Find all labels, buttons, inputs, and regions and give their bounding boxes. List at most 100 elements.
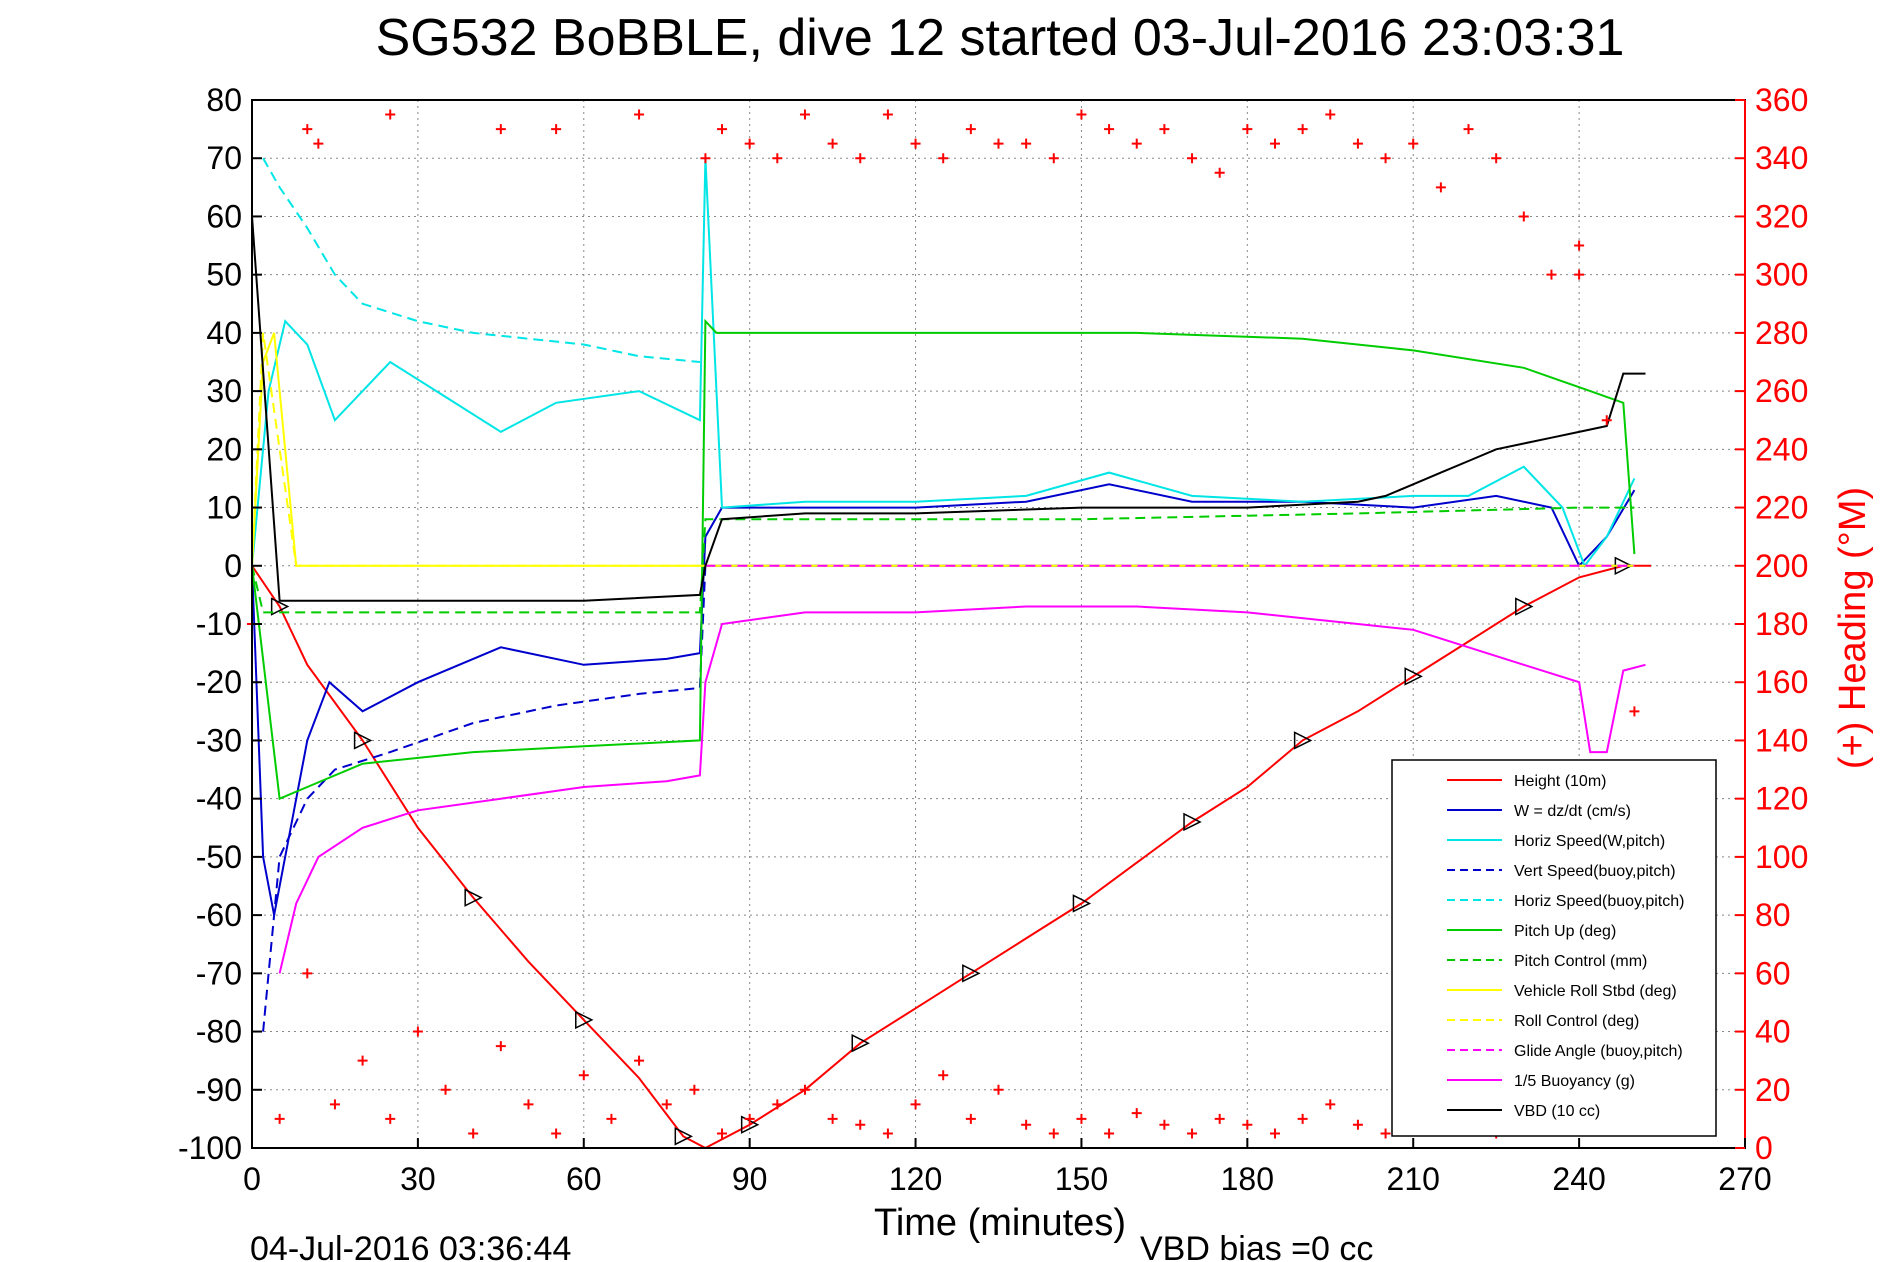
y-tick-label: -100 [178,1130,242,1166]
legend: Height (10m) W = dz/dt (cm/s) Horiz Speed(… [1391,759,1717,1137]
heading-point [882,109,893,120]
heading-point [385,1113,396,1124]
heading-point [965,1113,976,1124]
y-right-tick-label: 280 [1755,315,1808,351]
height-marker [1072,894,1092,913]
heading-point [634,109,645,120]
heading-point [495,1041,506,1052]
x-tick-label: 90 [732,1161,768,1197]
y-right-tick-label: 60 [1755,955,1791,991]
legend-label: Horiz Speed(buoy,pitch) [1514,893,1684,910]
y-right-tick-label: 80 [1755,897,1791,933]
height-marker [851,1033,870,1053]
vbd-bias-note: VBD bias =0 cc [1140,1230,1373,1262]
heading-point [1325,1099,1336,1110]
y-tick-label: -70 [196,955,242,991]
series-line-11 [251,216,1646,602]
heading-point [799,1084,810,1095]
heading-point [313,138,324,149]
heading-point [1491,153,1502,164]
ticks: 0 30 60 90 120 150 180 210 240 270 80 70 60 50 40 30 20 1… [178,82,1808,1197]
heading-point [700,153,711,164]
right-axis-label: (+) Heading (°M) [1832,487,1874,769]
heading-point [938,1070,949,1081]
y-right-tick-label: 300 [1755,257,1808,293]
heading-point [827,138,838,149]
heading-point [1380,153,1391,164]
height-marker [1183,812,1202,832]
y-right-tick-label: 140 [1755,722,1808,758]
y-tick-label: -20 [196,664,242,700]
legend-label: Pitch Up (deg) [1514,923,1616,940]
x-axis-label: Time (minutes) [874,1202,1126,1244]
heading-point [551,124,562,135]
y-right-tick-label: 320 [1755,198,1808,234]
legend-label: Glide Angle (buoy,pitch) [1514,1043,1683,1060]
heading-point [385,109,396,120]
y-right-tick-label: 100 [1755,839,1808,875]
heading-point [1048,153,1059,164]
y-right-tick-label: 0 [1755,1130,1773,1166]
legend-label: W = dz/dt (cm/s) [1514,803,1631,820]
x-tick-label: 270 [1718,1161,1771,1197]
y-right-tick-label: 200 [1755,548,1808,584]
y-tick-label: 0 [224,548,242,584]
heading-point [1352,138,1363,149]
y-tick-label: -30 [196,722,242,758]
series-line-1 [251,483,1636,916]
height-marker [1293,731,1313,750]
heading-point [1242,124,1253,135]
series-heading-markers [302,109,1585,280]
heading-point [1076,1113,1087,1124]
heading-point [1021,1119,1032,1130]
y-right-tick-label: 160 [1755,664,1808,700]
series-line-0 [251,564,1651,1150]
heading-point [1021,138,1032,149]
heading-point [1518,211,1529,222]
y-tick-label: 30 [206,373,242,409]
y-tick-label: 10 [206,490,242,526]
heading-point [1297,124,1308,135]
y-right-tick-label: 20 [1755,1072,1791,1108]
heading-point [1131,1108,1142,1119]
legend-label: Vert Speed(buoy,pitch) [1514,863,1676,880]
height-marker [1404,667,1423,686]
y-tick-label: 40 [206,315,242,351]
y-tick-label: 60 [206,198,242,234]
heading-point [302,124,313,135]
y-tick-label: -60 [196,897,242,933]
heading-point [1159,124,1170,135]
heading-point [827,1113,838,1124]
y-right-tick-label: 120 [1755,781,1808,817]
heading-point [578,1070,589,1081]
heading-point [1269,138,1280,149]
heading-point [1269,1128,1280,1139]
heading-point [495,124,506,135]
y-right-tick-label: 260 [1755,373,1808,409]
height-marker [464,888,483,907]
y-right-tick-label: 340 [1755,140,1808,176]
heading-point [357,1055,368,1066]
grid [252,100,1745,1148]
heading-point [1325,109,1336,120]
heading-point [1048,1128,1059,1139]
x-tick-label: 150 [1055,1161,1108,1197]
y-right-tick-label: 240 [1755,431,1808,467]
heading-point [910,138,921,149]
heading-point [689,1084,700,1095]
heading-point [440,1084,451,1095]
heading-point [1574,269,1585,280]
height-marker [575,1010,594,1030]
y-tick-label: -10 [196,606,242,642]
heading-point [1435,182,1446,193]
heading-point [717,1128,728,1139]
legend-label: 1/5 Buoyancy (g) [1514,1073,1635,1090]
heading-point [523,1099,534,1110]
heading-point [468,1128,479,1139]
y-tick-label: -50 [196,839,242,875]
heading-point [938,153,949,164]
series-line-5 [251,318,1636,801]
heading-point [772,1099,783,1110]
x-tick-label: 240 [1552,1161,1605,1197]
